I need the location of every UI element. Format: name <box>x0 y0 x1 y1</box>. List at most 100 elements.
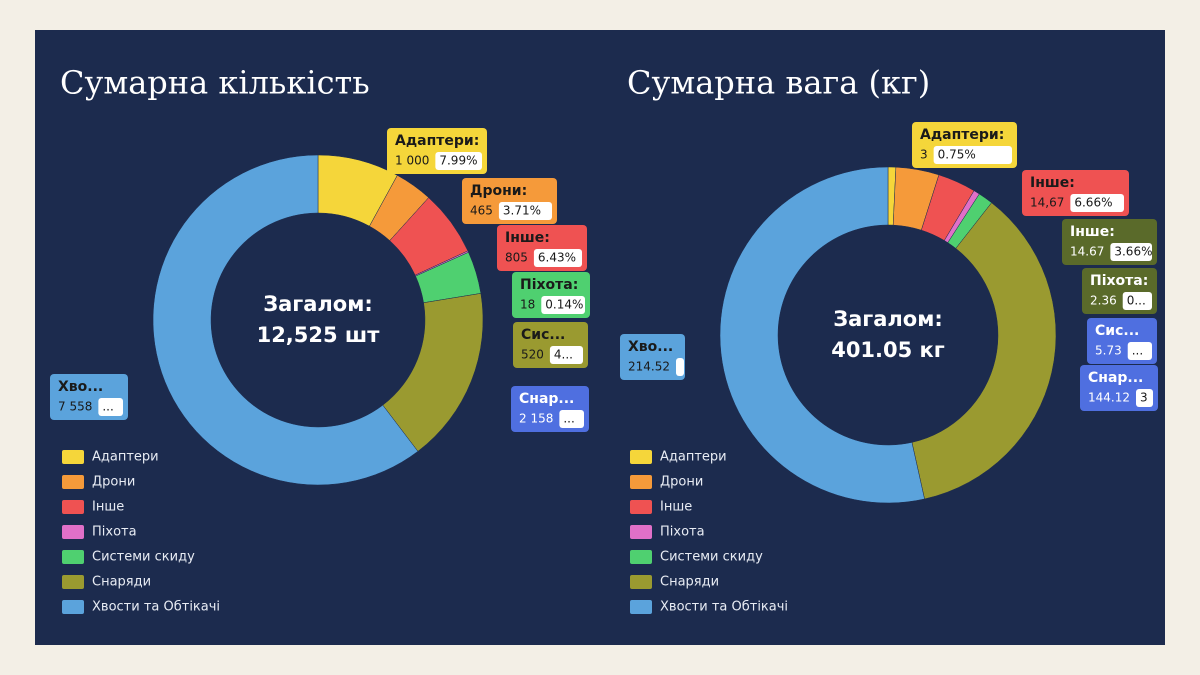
legend-label: Піхота <box>92 525 137 540</box>
callout-percent: 7.99% <box>439 154 477 168</box>
callout-percent-box <box>498 202 552 220</box>
legend-label: Адаптери <box>92 450 159 465</box>
callout-title: Піхота: <box>520 277 578 293</box>
callout-value: 214.52 <box>628 360 670 374</box>
callout-title: Хво... <box>628 339 673 355</box>
callout-percent-box <box>676 358 684 376</box>
legend-swatch <box>630 450 652 464</box>
legend-swatch <box>630 525 652 539</box>
callout-value: 2 158 <box>519 412 553 426</box>
callout: Піхота: 2.36 0... <box>1082 268 1157 314</box>
callout-title: Інше: <box>1030 175 1075 191</box>
callout: Інше: 14,67 6.66% <box>1022 170 1129 216</box>
callout: Інше: 14.67 3.66% <box>1062 219 1157 265</box>
legend-swatch <box>630 500 652 514</box>
callout-percent-box <box>933 146 1012 164</box>
callout-title: Адаптери: <box>395 133 479 149</box>
donut-slice <box>719 166 925 504</box>
legend-swatch <box>630 575 652 589</box>
legend-label: Снаряди <box>660 575 719 590</box>
callout-percent-box <box>559 410 584 428</box>
callout-title: Хво... <box>58 379 103 395</box>
callout-percent-box <box>435 152 482 170</box>
callout: Дрони: 465 3.71% <box>462 178 557 224</box>
callout-value: 3 <box>920 148 928 162</box>
donut-slice <box>911 202 1057 500</box>
callout: Хво... 214.52 <box>620 334 685 380</box>
legend-swatch <box>62 450 84 464</box>
legend-label: Системи скиду <box>92 550 195 565</box>
callout-box <box>620 334 685 380</box>
callout-value: 14,67 <box>1030 196 1064 210</box>
callout-value: 520 <box>521 348 544 362</box>
callout-title: Сис... <box>521 327 565 343</box>
legend-swatch <box>62 600 84 614</box>
legend-swatch <box>62 525 84 539</box>
chart-title: Сумарна кількість <box>60 64 370 102</box>
legend-label: Піхота <box>660 525 705 540</box>
callout-percent: ... <box>1132 344 1143 358</box>
legend-label: Інше <box>92 500 124 515</box>
callout: Сис... 5.73... <box>1087 318 1157 364</box>
callout-percent: 3.66% <box>1114 245 1152 259</box>
legend-swatch <box>62 575 84 589</box>
callout-value: 7 558 <box>58 400 92 414</box>
legend-label: Інше <box>660 500 692 515</box>
legend-label: Хвости та Обтікачі <box>92 600 220 615</box>
legend-swatch <box>62 475 84 489</box>
legend-label: Системи скиду <box>660 550 763 565</box>
donut-slice <box>152 154 419 486</box>
callout-percent: ... <box>102 400 113 414</box>
center-value: 12,525 шт <box>257 323 381 347</box>
callout-percent-box <box>549 346 583 364</box>
callout-percent-box <box>1070 194 1124 212</box>
callout-title: Сис... <box>1095 323 1139 339</box>
callout-title: Піхота: <box>1090 273 1148 289</box>
callout: Снар... 144.12 3 <box>1080 365 1158 411</box>
callout: Адаптери: 3 0.75% <box>912 122 1017 168</box>
center-title: Загалом: <box>263 292 373 316</box>
callout-value: 144.12 <box>1088 391 1130 405</box>
callout: Інше: 805 6.43% <box>497 225 587 271</box>
callout-value: 14.67 <box>1070 245 1104 259</box>
callout: Хво... 7 558... <box>50 374 128 420</box>
callout-percent: ... <box>563 412 574 426</box>
callout-percent: 6.66% <box>1074 196 1112 210</box>
callout: Адаптери: 1 000 7.99% <box>387 128 487 174</box>
callout-title: Снар... <box>1088 370 1143 386</box>
callout-percent: 0.75% <box>938 148 976 162</box>
legend-swatch <box>630 600 652 614</box>
center-title: Загалом: <box>833 307 943 331</box>
legend-label: Дрони <box>660 475 703 490</box>
callout-percent-box <box>541 296 585 314</box>
callout-percent: 0... <box>1127 294 1146 308</box>
legend-label: Дрони <box>92 475 135 490</box>
callout-percent-box <box>1127 342 1152 360</box>
callout-title: Снар... <box>519 391 574 407</box>
callout-value: 5.73 <box>1095 344 1122 358</box>
callout: Сис... 520 4... <box>513 322 588 368</box>
callout-percent-box <box>1136 389 1153 407</box>
callout: Піхота: 18 0.14% <box>512 272 590 318</box>
callout-title: Інше: <box>505 230 550 246</box>
callout-value: 18 <box>520 298 535 312</box>
callout-value: 465 <box>470 204 493 218</box>
callout-percent: 3 <box>1140 391 1148 405</box>
legend-label: Хвости та Обтікачі <box>660 600 788 615</box>
legend-swatch <box>62 500 84 514</box>
callout-percent-box <box>533 249 582 267</box>
callout-percent: 6.43% <box>538 251 576 265</box>
legend-swatch <box>630 550 652 564</box>
callout-percent: 3.71% <box>503 204 541 218</box>
callout: Снар... 2 158... <box>511 386 589 432</box>
callout-title: Дрони: <box>470 183 527 199</box>
callout-percent-box <box>98 398 123 416</box>
callout-percent-box <box>1110 243 1152 261</box>
callout-value: 2.36 <box>1090 294 1117 308</box>
center-value: 401.05 кг <box>831 338 945 362</box>
legend-label: Адаптери <box>660 450 727 465</box>
legend-label: Снаряди <box>92 575 151 590</box>
callout-title: Інше: <box>1070 224 1115 240</box>
callout-title: Адаптери: <box>920 127 1004 143</box>
